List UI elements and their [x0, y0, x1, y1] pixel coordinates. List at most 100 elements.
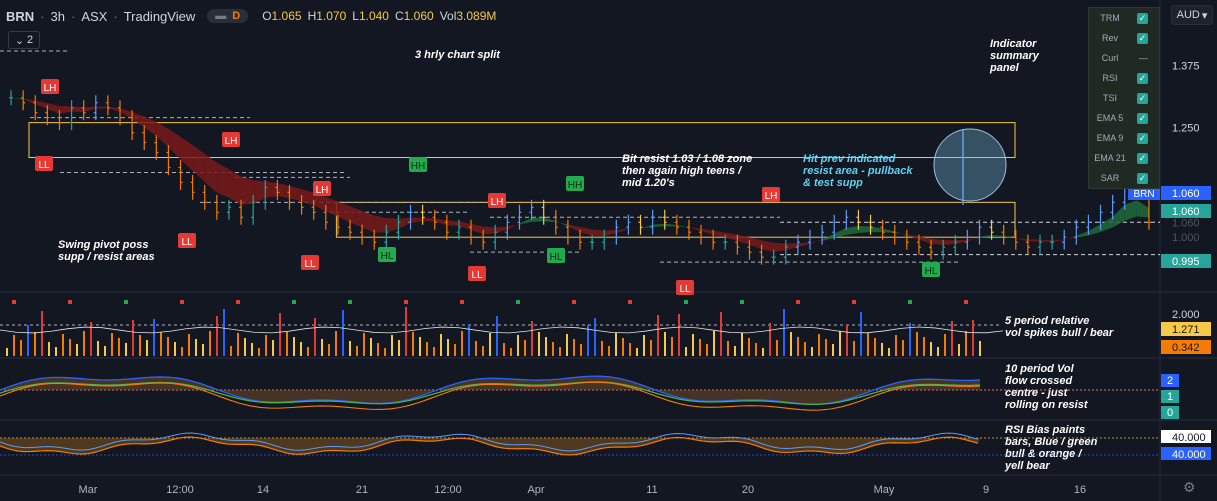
chart-header: BRN · 3h · ASX · TradingView ▬ D O1.065 H… [6, 6, 502, 26]
vol-flow-tag-bg [1161, 406, 1179, 419]
volume-bar [118, 338, 120, 356]
checkbox-checked-icon[interactable]: ✓ [1137, 32, 1148, 44]
checkbox-checked-icon[interactable]: ✓ [1137, 92, 1148, 104]
time-axis-tick: 21 [356, 484, 368, 496]
chevron-down-icon: ▾ [1201, 9, 1208, 22]
dash-icon[interactable]: — [1139, 53, 1148, 63]
checkbox-checked-icon[interactable]: ✓ [1137, 172, 1148, 184]
volume-bar [139, 335, 141, 356]
ema-ribbon-bear [628, 228, 641, 230]
volume-bar [902, 340, 904, 356]
volume-bar [321, 339, 323, 356]
volume-bar [377, 343, 379, 356]
checkbox-checked-icon[interactable]: ✓ [1137, 12, 1148, 24]
annotation-line: bull & orange / [1005, 448, 1083, 460]
collapse-indicators-button[interactable]: ⌄ 2 [8, 31, 40, 49]
volume-tag: 1.271 [1172, 324, 1200, 336]
volume-bar [6, 348, 8, 356]
ema-ribbon-bear [1027, 239, 1040, 242]
annotation-line: centre - just [1005, 387, 1069, 399]
checkbox-checked-icon[interactable]: ✓ [1137, 152, 1148, 164]
interval-label[interactable]: 3h [50, 8, 65, 24]
volume-bar [783, 309, 785, 356]
volume-bar [111, 333, 113, 356]
level-tag-bg [1161, 204, 1211, 218]
volume-bar [755, 343, 757, 356]
annotation-line: flow crossed [1005, 375, 1073, 387]
volume-bar [958, 344, 960, 356]
swing-label-badge [178, 233, 196, 248]
volume-bar [335, 331, 337, 356]
volume-spike-marker [516, 300, 520, 304]
annotation-line: panel [989, 62, 1020, 74]
checkbox-checked-icon[interactable]: ✓ [1137, 112, 1148, 124]
volume-bar [181, 347, 183, 356]
volume-bar [713, 331, 715, 356]
volume-bar [881, 343, 883, 356]
ema-ribbon-bull [870, 226, 883, 233]
ema-ribbon-bull [531, 217, 544, 222]
panel-row[interactable]: EMA 21 ✓ [1089, 148, 1159, 168]
ema-ribbon-bear [567, 224, 580, 233]
ema-ribbon-bear [471, 223, 484, 235]
ema-ribbon-bear [458, 221, 472, 230]
time-axis-tick: 20 [742, 484, 754, 496]
ema-ribbon-bull [1112, 204, 1125, 228]
volume-bar [293, 337, 295, 356]
panel-row[interactable]: EMA 9 ✓ [1089, 128, 1159, 148]
time-axis-tick: May [874, 484, 895, 496]
data-mode-pill[interactable]: ▬ D [207, 9, 249, 23]
panel-row[interactable]: SAR ✓ [1089, 168, 1159, 188]
vol-flow-tag-bg [1161, 374, 1179, 387]
annotation-text: Hit prev indicated resist area - pullback… [803, 153, 913, 189]
currency-selector[interactable]: AUD ▾ [1171, 5, 1213, 25]
volume-bar [692, 334, 694, 356]
panel-row[interactable]: TSI ✓ [1089, 88, 1159, 108]
volume-bar [972, 320, 974, 356]
swing-label-text: LL [38, 160, 50, 171]
volume-bar [272, 340, 274, 356]
volume-bar [489, 333, 491, 356]
volume-tag-bg [1161, 340, 1211, 354]
volume-bar [601, 341, 603, 356]
panel-row[interactable]: Rev ✓ [1089, 28, 1159, 48]
ema-ribbon-bear [192, 145, 205, 182]
volume-bar [944, 334, 946, 356]
panel-row[interactable]: EMA 5 ✓ [1089, 108, 1159, 128]
ema-ribbon-bear [604, 230, 617, 237]
gear-icon[interactable]: ⚙ [1183, 479, 1196, 495]
swing-label-text: LL [304, 259, 316, 270]
swing-label-badge [409, 157, 427, 172]
annotation-line: 5 period relative [1005, 315, 1089, 327]
volume-bar [720, 312, 722, 356]
ema-ribbon-bear [967, 236, 980, 242]
volume-spike-marker [628, 300, 632, 304]
checkbox-checked-icon[interactable]: ✓ [1137, 72, 1148, 84]
ema-ribbon-bull [1124, 200, 1137, 221]
volume-bar [510, 348, 512, 356]
rsi-fill [0, 437, 980, 455]
volume-bar [531, 321, 533, 356]
ema-ribbon-bear [943, 239, 956, 246]
panel-row[interactable]: Curl — [1089, 48, 1159, 68]
panel-row[interactable]: TRM ✓ [1089, 8, 1159, 28]
checkbox-checked-icon[interactable]: ✓ [1137, 132, 1148, 144]
volume-spike-marker [180, 300, 184, 304]
volume-bar [517, 335, 519, 356]
panel-row[interactable]: RSI ✓ [1089, 68, 1159, 88]
ema-ribbon-bear [422, 217, 435, 222]
symbol-label[interactable]: BRN [6, 8, 35, 24]
volume-bar [160, 332, 162, 356]
annotation-line: Hit prev indicated [803, 153, 896, 165]
volume-spike-marker [236, 300, 240, 304]
volume-bar [433, 347, 435, 356]
time-axis-tick: 11 [646, 484, 657, 496]
support-tag: 0.995 [1172, 256, 1200, 268]
swing-label-text: HL [381, 251, 394, 262]
ema-ribbon-bear [168, 128, 181, 160]
volume-bar [825, 339, 827, 356]
ema-ribbon-bear [59, 106, 72, 114]
volume-bar [265, 335, 267, 356]
panel-row-label: SAR [1100, 173, 1120, 183]
